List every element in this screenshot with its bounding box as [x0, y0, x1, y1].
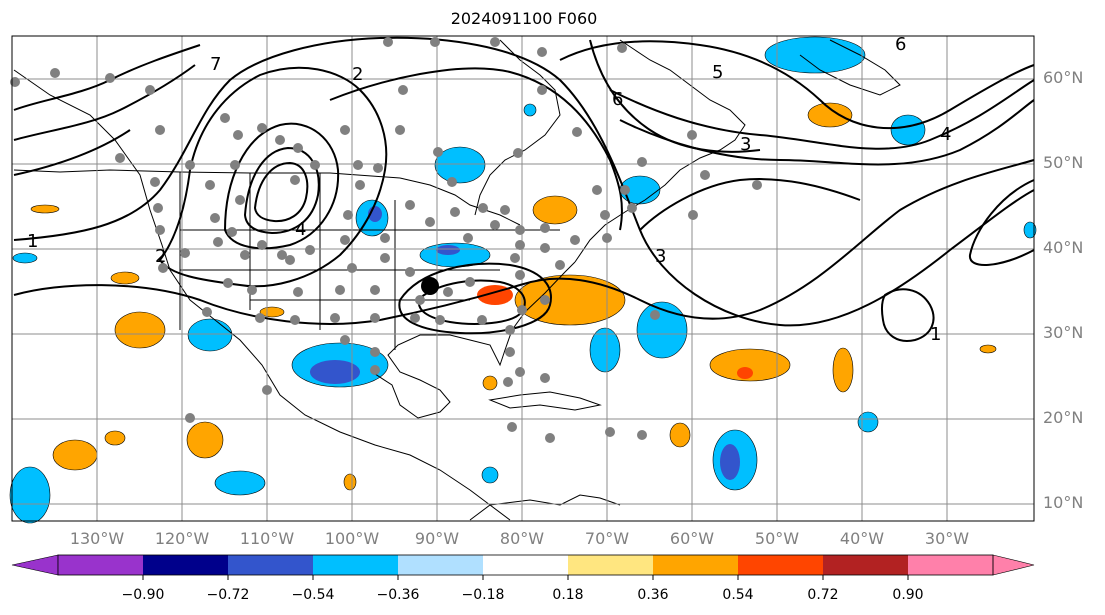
lon-label-70w: 70°W	[584, 529, 630, 548]
contour-label: 3	[655, 246, 666, 267]
lon-label-130w: 130°W	[69, 529, 125, 548]
lat-label-20n: 20°N	[1043, 408, 1084, 427]
contour-label: 4	[295, 219, 306, 240]
station-points	[10, 37, 762, 443]
colorbar-tick-label: −0.54	[291, 587, 335, 603]
contour-label: 4	[940, 124, 951, 145]
contour-label: 2	[155, 246, 166, 267]
contour-label: 5	[712, 62, 723, 83]
lon-label-90w: 90°W	[414, 529, 460, 548]
shaded-anomaly-layer	[9, 36, 1037, 524]
lon-label-100w: 100°W	[324, 529, 380, 548]
lon-label-120w: 120°W	[154, 529, 210, 548]
lat-label-30n: 30°N	[1043, 323, 1084, 342]
colorbar-tick-label: −0.18	[461, 587, 505, 603]
colorbar-tick-label: 0.54	[722, 587, 754, 603]
storm-center-marker	[421, 277, 439, 295]
graticule	[12, 36, 1034, 521]
contour-layer	[13, 36, 1035, 342]
contour-label: 6	[612, 89, 623, 110]
contour-label: 1	[27, 231, 38, 252]
colorbar-tick-label: −0.72	[206, 587, 250, 603]
contour-label: 3	[740, 134, 751, 155]
lat-label-10n: 10°N	[1043, 493, 1084, 512]
contour-label: 1	[930, 324, 941, 345]
colorbar-tick-label: 0.90	[892, 587, 924, 603]
lon-label-30w: 30°W	[924, 529, 970, 548]
contour-label: 2	[352, 64, 363, 85]
coastline-layer	[13, 39, 901, 521]
colorbar-tick-label: −0.90	[121, 587, 165, 603]
lat-label-60n: 60°N	[1043, 68, 1084, 87]
map-title: 2024091100 F060	[450, 9, 598, 28]
lon-label-50w: 50°W	[754, 529, 800, 548]
colorbar	[11, 554, 1035, 580]
colorbar-tick-label: 0.36	[637, 587, 669, 603]
contour-label-layer: 1 1 2 2 3 3 4 4 5 6 6 7	[27, 34, 951, 345]
contour-label: 6	[895, 34, 906, 55]
lon-label-80w: 80°W	[499, 529, 545, 548]
colorbar-tick-label: −0.36	[376, 587, 420, 603]
lon-label-40w: 40°W	[839, 529, 885, 548]
contour-label: 7	[210, 54, 221, 75]
lat-label-40n: 40°N	[1043, 238, 1084, 257]
lon-label-110w: 110°W	[239, 529, 295, 548]
colorbar-tick-label: 0.72	[807, 587, 839, 603]
lat-label-50n: 50°N	[1043, 153, 1084, 172]
lon-label-60w: 60°W	[669, 529, 715, 548]
colorbar-tick-label: 0.18	[552, 587, 584, 603]
map-frame	[11, 35, 1035, 522]
